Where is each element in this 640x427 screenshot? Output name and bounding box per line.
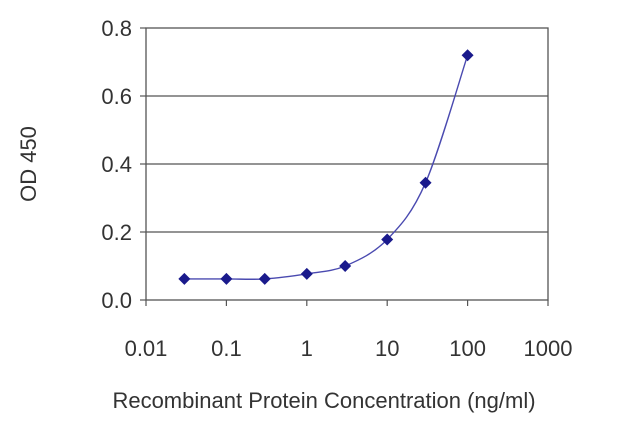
x-tick-label: 1000 xyxy=(524,336,573,361)
x-tick-label: 0.01 xyxy=(125,336,168,361)
x-tick-label: 100 xyxy=(449,336,486,361)
x-axis-title: Recombinant Protein Concentration (ng/ml… xyxy=(112,388,535,413)
x-tick-label: 1 xyxy=(301,336,313,361)
y-axis-ticks: 0.0 0.2 0.4 0.6 0.8 xyxy=(101,16,146,313)
data-point xyxy=(381,233,394,246)
y-tick-label: 0.4 xyxy=(101,152,132,177)
y-tick-label: 0.6 xyxy=(101,84,132,109)
x-tick-label: 0.1 xyxy=(211,336,242,361)
y-axis-title: OD 450 xyxy=(16,126,41,202)
data-point xyxy=(300,267,313,280)
data-point xyxy=(178,272,191,285)
data-point xyxy=(419,176,432,189)
data-point xyxy=(461,49,474,62)
data-points xyxy=(178,49,474,285)
fit-curve xyxy=(184,54,469,280)
x-axis-ticks: 0.01 0.1 1 10 100 1000 xyxy=(125,300,573,361)
data-point xyxy=(339,260,352,272)
y-tick-label: 0.8 xyxy=(101,16,132,41)
data-point xyxy=(220,272,233,285)
grid-lines xyxy=(146,95,548,233)
x-tick-label: 10 xyxy=(375,336,399,361)
y-tick-label: 0.2 xyxy=(101,220,132,245)
data-point xyxy=(258,272,271,285)
y-tick-label: 0.0 xyxy=(101,288,132,313)
